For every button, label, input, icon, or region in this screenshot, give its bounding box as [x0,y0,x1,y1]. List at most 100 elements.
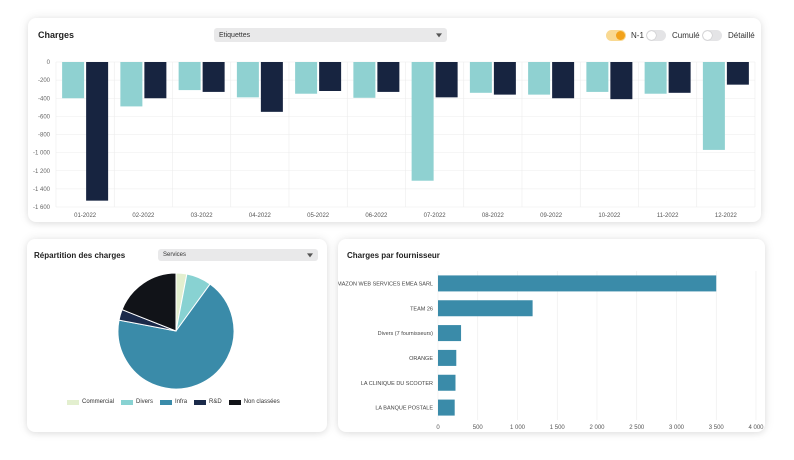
pie-legend: Commercial Divers Infra R&D Non classées [67,399,280,405]
x-tick-label: 08-2022 [482,213,505,219]
supplier-bar [438,300,533,317]
bar-02-2022-s1 [144,62,167,99]
pie-slice-non-class-es [121,272,177,332]
bar-03-2022-s0 [178,62,201,91]
bar-08-2022-s0 [469,62,492,93]
x-tick-label: 09-2022 [540,213,563,219]
charges-card: Charges Etiquettes N-1 Cumulé Détaillé 0… [28,18,761,222]
bar-01-2022-s1 [86,62,109,201]
supplier-bar [438,325,462,342]
legend-item-non-classees: Non classées [228,399,280,405]
toggle-cumule[interactable] [646,30,666,41]
fournisseur-card: Charges par fournisseur 0 500 1 000 1 500 2 … [338,239,765,432]
legend-swatch [160,399,173,405]
x-tick-label: 500 [473,425,484,431]
legend-swatch [67,399,79,405]
x-tick-label: 03-2022 [191,213,214,219]
repartition-pie-chart [117,272,235,390]
bar-04-2022-s0 [236,62,259,98]
y-tick-label: -1 200 [33,169,51,175]
supplier-bar [438,349,457,366]
legend-label: Divers [136,399,154,405]
y-tick-label: 0 [47,60,51,66]
bar-10-2022-s0 [586,62,609,92]
repartition-title: Répartition des charges [34,251,126,260]
bar-01-2022-s0 [62,62,85,99]
bar-06-2022-s0 [353,62,376,98]
fournisseur-title: Charges par fournisseur [347,251,440,260]
legend-label: Non classées [243,399,280,405]
legend-item-rnd: R&D [194,399,222,405]
legend-swatch [121,399,134,405]
x-tick-label: 04-2022 [249,213,272,219]
bar-12-2022-s0 [702,62,725,150]
legend-label: Infra [175,399,188,405]
x-tick-label: 06-2022 [365,213,388,219]
bar-12-2022-s1 [726,62,749,85]
x-tick-label: 3 000 [669,425,685,431]
services-select[interactable]: Services [158,249,318,261]
toggle-knob [647,31,656,40]
x-tick-label: 1 000 [510,425,526,431]
x-tick-label: 02-2022 [132,213,155,219]
bar-09-2022-s0 [528,62,551,95]
bar-03-2022-s1 [202,62,225,92]
bar-05-2022-s0 [295,62,318,94]
x-tick-label: 11-2022 [657,213,679,219]
legend-item-commercial: Commercial [67,399,114,405]
y-tick-label: Divers (7 fournisseurs) [378,331,433,337]
x-tick-label: 0 [436,425,440,431]
supplier-bar [438,374,456,391]
legend-label: R&D [209,399,222,405]
y-tick-label: -200 [38,78,51,84]
supplier-bar [438,275,717,292]
x-tick-label: 12-2022 [715,213,738,219]
x-tick-label: 05-2022 [307,213,330,219]
y-tick-label: LA CLINIQUE DU SCOOTER [361,381,433,387]
x-tick-label: 4 000 [748,425,764,431]
bar-11-2022-s1 [668,62,691,93]
toggle-knob [616,31,625,40]
etiquettes-select[interactable]: Etiquettes [214,28,447,42]
legend-label: Commercial [82,399,115,405]
bar-10-2022-s1 [610,62,633,100]
bar-05-2022-s1 [319,62,342,91]
services-select-value: Services [163,252,187,258]
y-tick-label: -1 400 [33,187,51,193]
toggle-n1[interactable] [606,30,626,41]
bar-04-2022-s1 [260,62,283,112]
x-tick-label: 2 500 [629,425,645,431]
toggle-n1-label: N-1 [631,31,644,40]
etiquettes-select-value: Etiquettes [219,31,251,39]
x-tick-label: 01-2022 [74,213,97,219]
bar-08-2022-s1 [493,62,516,95]
x-tick-label: 3 500 [709,425,725,431]
toggle-knob [703,31,712,40]
supplier-bar-chart: 0 500 1 000 1 500 2 000 2 500 3 000 3 500 4 000 A… [338,271,764,431]
legend-item-infra: Infra [160,399,187,405]
y-tick-label: -800 [38,133,51,139]
y-tick-label: LA BANQUE POSTALE [375,406,433,412]
y-tick-label: -600 [38,114,51,120]
chevron-down-icon [436,33,442,38]
y-tick-label: AMAZON WEB SERVICES EMEA SARL [338,281,433,287]
x-tick-label: 07-2022 [424,213,447,219]
y-tick-label: ORANGE [409,356,433,362]
y-tick-label: -1 600 [33,205,51,211]
repartition-card: Répartition des charges Services Commerc… [27,239,327,432]
supplier-bar [438,399,455,416]
charges-title: Charges [38,30,75,40]
bar-07-2022-s0 [411,62,434,181]
legend-swatch [228,399,241,405]
toggle-cumule-label: Cumulé [672,31,700,40]
bar-02-2022-s0 [120,62,143,107]
y-tick-label: TEAM 26 [410,306,433,312]
chevron-down-icon [307,253,313,258]
toggle-detaille-label: Détaillé [728,31,755,40]
legend-item-divers: Divers [121,399,153,405]
toggle-detaille[interactable] [702,30,722,41]
bar-07-2022-s1 [435,62,458,98]
legend-swatch [194,399,207,405]
bar-09-2022-s1 [552,62,575,99]
x-tick-label: 1 500 [550,425,566,431]
